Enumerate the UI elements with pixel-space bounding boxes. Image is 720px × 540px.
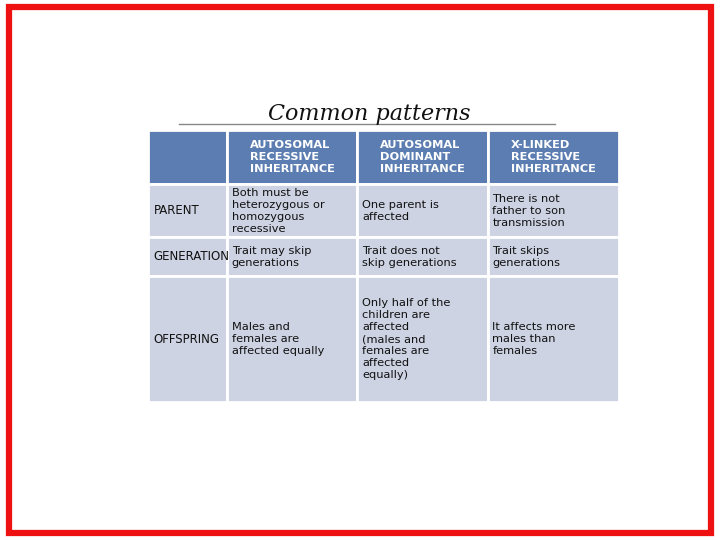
Bar bbox=[227, 184, 357, 237]
Text: PARENT: PARENT bbox=[153, 204, 199, 217]
Text: There is not
father to son
transmission: There is not father to son transmission bbox=[492, 193, 566, 227]
Text: Trait skips
generations: Trait skips generations bbox=[492, 246, 560, 267]
Bar bbox=[357, 130, 487, 184]
Bar bbox=[227, 237, 357, 276]
Text: Common patterns: Common patterns bbox=[268, 103, 470, 125]
Bar bbox=[487, 130, 618, 184]
Text: GENERATION: GENERATION bbox=[153, 250, 230, 263]
Bar bbox=[227, 276, 357, 402]
Text: X-LINKED
RECESSIVE
INHERITANCE: X-LINKED RECESSIVE INHERITANCE bbox=[510, 140, 595, 174]
Bar bbox=[357, 237, 487, 276]
Bar bbox=[487, 276, 618, 402]
Text: AUTOSOMAL
RECESSIVE
INHERITANCE: AUTOSOMAL RECESSIVE INHERITANCE bbox=[250, 140, 335, 174]
Bar bbox=[227, 130, 357, 184]
Bar bbox=[148, 130, 227, 184]
Bar bbox=[487, 184, 618, 237]
Text: AUTOSOMAL
DOMINANT
INHERITANCE: AUTOSOMAL DOMINANT INHERITANCE bbox=[380, 140, 465, 174]
Bar bbox=[487, 237, 618, 276]
Text: Trait may skip
generations: Trait may skip generations bbox=[232, 246, 311, 267]
Text: One parent is
affected: One parent is affected bbox=[362, 200, 439, 221]
Text: Only half of the
children are
affected
(males and
females are
affected
equally): Only half of the children are affected (… bbox=[362, 298, 451, 380]
Bar bbox=[148, 276, 227, 402]
Text: Males and
females are
affected equally: Males and females are affected equally bbox=[232, 322, 324, 356]
Bar bbox=[148, 237, 227, 276]
Text: Both must be
heterozygous or
homozygous
recessive: Both must be heterozygous or homozygous … bbox=[232, 187, 325, 234]
Text: OFFSPRING: OFFSPRING bbox=[153, 333, 220, 346]
Text: It affects more
males than
females: It affects more males than females bbox=[492, 322, 576, 356]
Bar bbox=[357, 276, 487, 402]
Text: Trait does not
skip generations: Trait does not skip generations bbox=[362, 246, 456, 267]
Bar bbox=[357, 184, 487, 237]
Bar bbox=[148, 184, 227, 237]
